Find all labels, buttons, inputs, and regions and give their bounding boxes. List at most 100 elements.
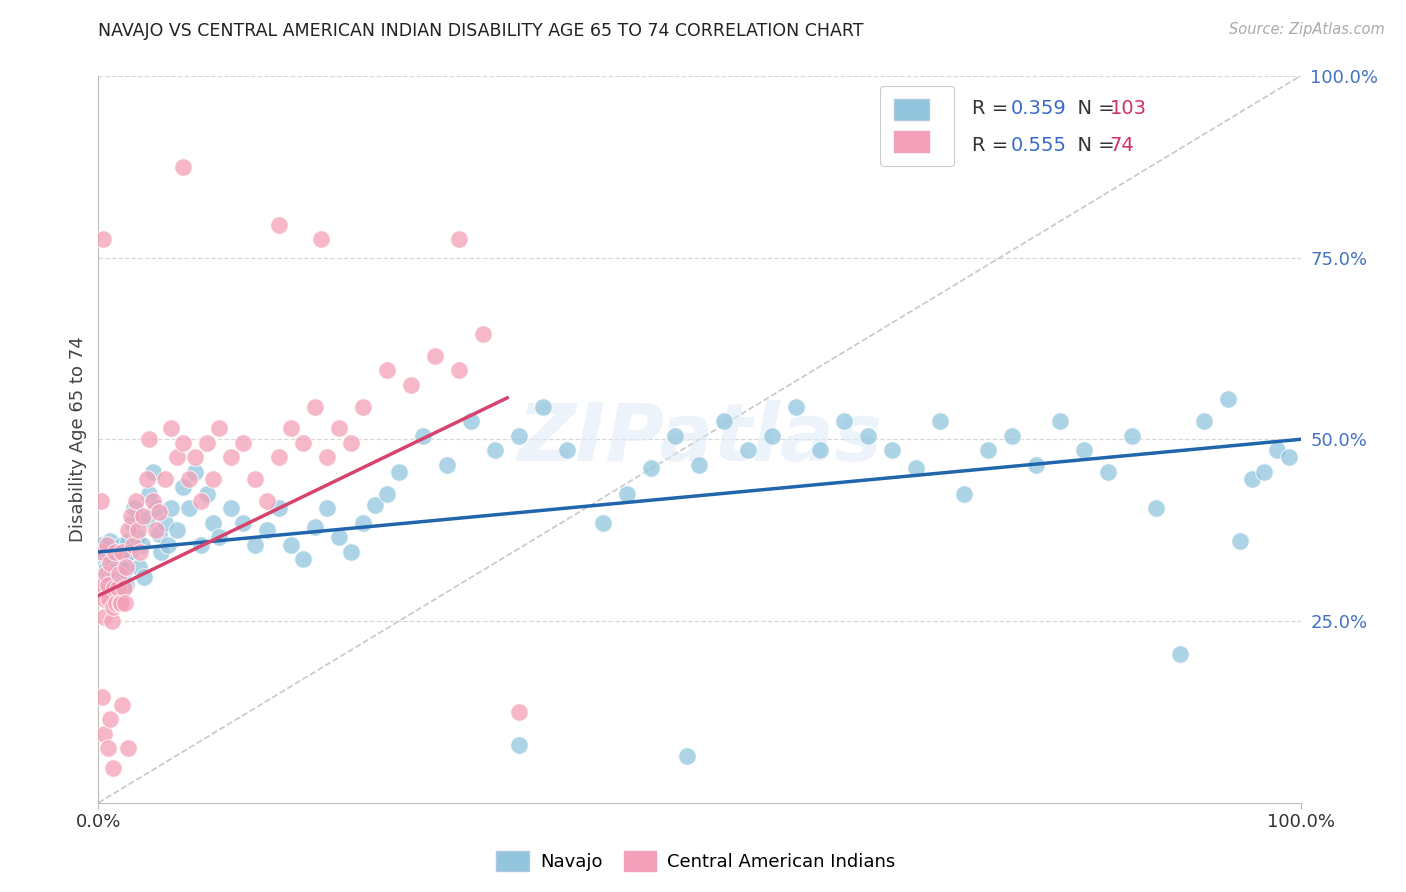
Text: Source: ZipAtlas.com: Source: ZipAtlas.com <box>1229 22 1385 37</box>
Point <box>117 741 139 756</box>
Point <box>103 582 125 596</box>
Point <box>127 523 149 537</box>
Point <box>141 494 163 508</box>
Point <box>100 549 122 563</box>
Point <box>1170 647 1192 661</box>
Point <box>447 363 470 377</box>
Point <box>172 479 194 493</box>
Point <box>243 538 266 552</box>
Point <box>364 498 387 512</box>
Point <box>1265 443 1288 458</box>
Point <box>472 326 495 341</box>
Point <box>761 428 783 442</box>
Point <box>1194 414 1216 428</box>
Point <box>640 461 662 475</box>
Point <box>195 487 218 501</box>
Point <box>436 458 458 472</box>
Point <box>315 450 337 465</box>
Point <box>111 545 134 559</box>
Text: ZIPatlas: ZIPatlas <box>517 401 882 478</box>
Point <box>689 458 711 472</box>
Point <box>388 465 411 479</box>
Text: N =: N = <box>1064 136 1121 155</box>
Point <box>138 487 160 501</box>
Point <box>90 538 112 552</box>
Point <box>148 526 170 541</box>
Point <box>107 559 129 574</box>
Point <box>125 494 148 508</box>
Point <box>1073 443 1095 458</box>
Point <box>1049 414 1071 428</box>
Point <box>105 596 128 610</box>
Point <box>104 563 127 577</box>
Point <box>291 436 314 450</box>
Point <box>115 578 138 592</box>
Point <box>110 596 132 610</box>
Point <box>785 400 807 414</box>
Point <box>112 552 135 566</box>
Point <box>328 531 350 545</box>
Point <box>1229 534 1251 549</box>
Point <box>375 487 398 501</box>
Point <box>219 501 242 516</box>
Point <box>122 538 145 552</box>
Point <box>166 523 188 537</box>
Point <box>232 516 254 530</box>
Point <box>103 570 125 584</box>
Point <box>104 545 127 559</box>
Point <box>124 501 146 516</box>
Point <box>117 534 139 549</box>
Point <box>91 552 114 566</box>
Point <box>856 428 879 442</box>
Point <box>114 596 136 610</box>
Point <box>91 559 114 574</box>
Point <box>153 472 176 486</box>
Point <box>1001 428 1024 442</box>
Point <box>232 436 254 450</box>
Point <box>97 578 120 592</box>
Point <box>97 552 120 566</box>
Point <box>352 516 374 530</box>
Text: N =: N = <box>1064 98 1121 118</box>
Point <box>190 538 212 552</box>
Point <box>132 570 155 584</box>
Point <box>111 698 134 712</box>
Point <box>1277 450 1299 465</box>
Point <box>208 421 231 435</box>
Point <box>531 400 554 414</box>
Point <box>508 428 530 442</box>
Point <box>328 421 350 435</box>
Point <box>904 461 927 475</box>
Point <box>135 512 157 526</box>
Point <box>280 538 302 552</box>
Point <box>107 582 129 596</box>
Point <box>135 472 157 486</box>
Point <box>1241 472 1264 486</box>
Point <box>101 599 124 614</box>
Point <box>447 232 470 246</box>
Point <box>280 421 302 435</box>
Point <box>928 414 950 428</box>
Point <box>108 566 131 581</box>
Point <box>256 523 278 537</box>
Point <box>460 414 482 428</box>
Point <box>201 472 224 486</box>
Point <box>953 487 976 501</box>
Text: 0.555: 0.555 <box>1011 136 1067 155</box>
Point <box>267 501 290 516</box>
Point <box>201 516 224 530</box>
Point <box>98 570 121 584</box>
Point <box>309 232 332 246</box>
Point <box>190 494 212 508</box>
Point <box>96 538 118 552</box>
Point <box>166 450 188 465</box>
Point <box>101 556 124 570</box>
Point <box>96 559 118 574</box>
Text: NAVAJO VS CENTRAL AMERICAN INDIAN DISABILITY AGE 65 TO 74 CORRELATION CHART: NAVAJO VS CENTRAL AMERICAN INDIAN DISABI… <box>98 22 863 40</box>
Point <box>243 472 266 486</box>
Point <box>100 614 122 628</box>
Point <box>105 574 128 588</box>
Point <box>91 690 114 705</box>
Point <box>100 556 122 570</box>
Point <box>111 538 134 552</box>
